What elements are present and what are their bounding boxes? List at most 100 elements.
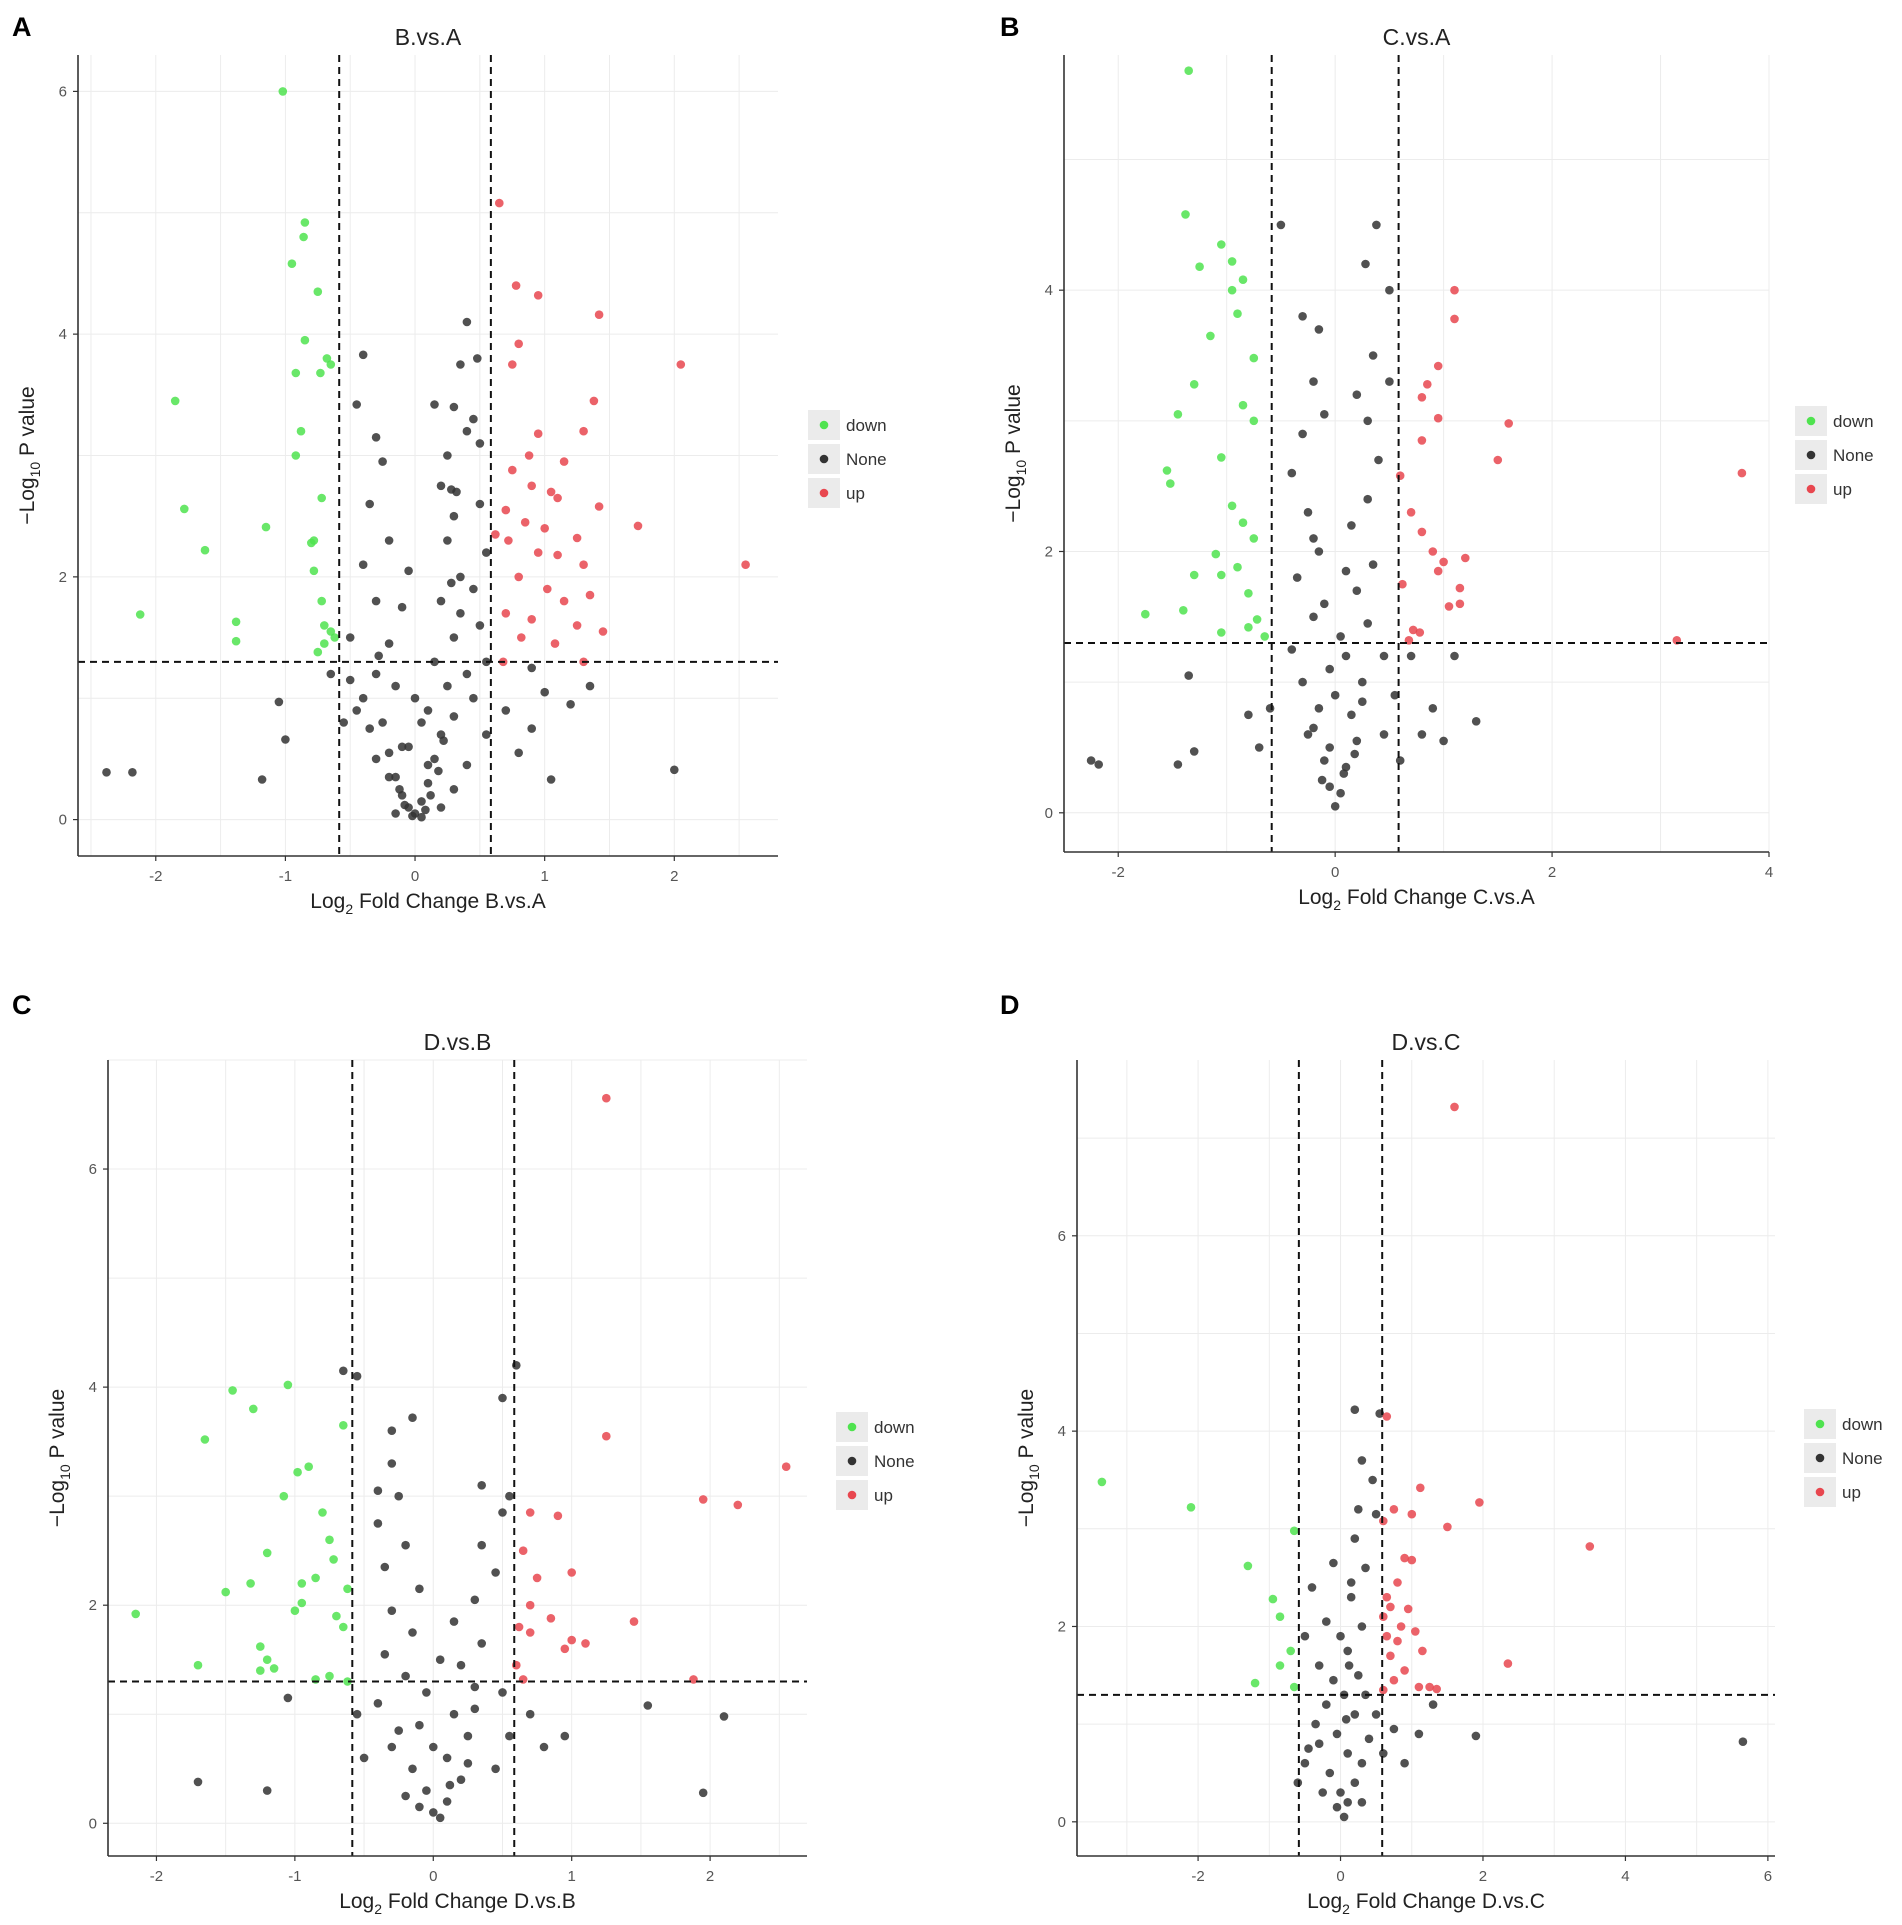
- point-none: [1329, 1675, 1338, 1685]
- point-up: [550, 639, 560, 648]
- point-none: [371, 669, 381, 679]
- point-down: [246, 1579, 255, 1588]
- point-none: [394, 1491, 404, 1501]
- point-up: [579, 426, 588, 436]
- point-up: [1379, 1516, 1388, 1526]
- point-down: [131, 1609, 140, 1619]
- point-none: [1300, 1758, 1310, 1768]
- point-up: [1439, 557, 1448, 567]
- point-none: [1189, 747, 1199, 756]
- point-none: [345, 633, 355, 642]
- point-down: [1189, 570, 1199, 580]
- point-down: [1195, 262, 1204, 272]
- point-none: [1320, 410, 1329, 419]
- point-down: [1286, 1646, 1295, 1656]
- point-none: [456, 1775, 466, 1784]
- point-none: [670, 765, 679, 775]
- point-none: [1385, 285, 1394, 295]
- y-axis-label: −Log10 P value: [1015, 1389, 1042, 1527]
- point-none: [1330, 690, 1340, 700]
- point-none: [426, 791, 435, 800]
- point-none: [477, 1639, 487, 1648]
- point-none: [387, 1426, 397, 1435]
- points: [1097, 1102, 1748, 1822]
- point-down: [329, 1555, 338, 1564]
- point-none: [1347, 521, 1356, 530]
- point-none: [1341, 651, 1351, 661]
- point-up: [1461, 553, 1470, 563]
- point-down: [307, 538, 316, 548]
- point-none: [1339, 769, 1349, 778]
- point-none: [397, 602, 407, 612]
- point-none: [1379, 730, 1389, 739]
- point-up: [1393, 1578, 1402, 1587]
- point-none: [1298, 677, 1307, 687]
- point-up: [514, 339, 523, 349]
- point-none: [102, 768, 111, 777]
- point-none: [1265, 704, 1275, 713]
- point-down: [1186, 1503, 1196, 1512]
- point-none: [415, 1584, 424, 1594]
- point-down: [135, 610, 145, 619]
- point-up: [1403, 1604, 1413, 1614]
- point-down: [300, 218, 310, 227]
- gridlines: [1064, 55, 1770, 852]
- point-none: [430, 657, 439, 667]
- point-none: [1363, 619, 1372, 628]
- point-none: [1350, 1710, 1360, 1719]
- point-none: [462, 760, 472, 770]
- y-tick-label: 4: [1045, 282, 1053, 299]
- point-up: [546, 487, 556, 497]
- point-none: [527, 724, 536, 733]
- point-none: [430, 400, 439, 409]
- y-tick-label: 4: [89, 1379, 97, 1396]
- point-none: [374, 651, 384, 661]
- point-none: [456, 360, 465, 369]
- point-none: [452, 487, 461, 497]
- point-down: [304, 1462, 314, 1471]
- point-none: [470, 1595, 480, 1605]
- point-none: [1357, 1456, 1367, 1465]
- point-down: [1268, 1594, 1278, 1604]
- point-none: [1287, 468, 1297, 478]
- point-up: [504, 536, 513, 545]
- points: [1086, 66, 1747, 811]
- legend-label: down: [846, 416, 887, 435]
- point-down: [1243, 1561, 1253, 1571]
- point-none: [1329, 1558, 1338, 1568]
- point-down: [1097, 1477, 1107, 1487]
- point-none: [339, 1366, 348, 1376]
- point-up: [1433, 361, 1443, 371]
- point-none: [501, 706, 511, 715]
- point-none: [1368, 1475, 1377, 1485]
- point-none: [371, 596, 381, 606]
- y-tick-label: 0: [89, 1815, 97, 1832]
- point-none: [380, 1562, 390, 1572]
- legend-key-up: [1815, 1487, 1825, 1497]
- point-none: [193, 1777, 203, 1787]
- point-up: [491, 530, 500, 539]
- point-none: [1357, 1622, 1367, 1631]
- point-none: [473, 354, 482, 363]
- point-up: [533, 429, 543, 439]
- point-none: [1450, 651, 1459, 661]
- point-up: [508, 360, 517, 369]
- point-none: [470, 1704, 480, 1714]
- point-down: [255, 1642, 265, 1651]
- point-down: [1249, 416, 1259, 426]
- point-none: [447, 578, 456, 588]
- legend-key-up: [819, 488, 829, 498]
- y-axis-label: −Log10 P value: [46, 1389, 73, 1527]
- point-down: [1217, 240, 1226, 249]
- point-down: [316, 368, 325, 378]
- point-none: [560, 1731, 570, 1741]
- point-none: [391, 809, 400, 818]
- point-none: [1400, 1758, 1409, 1768]
- y-tick-label: 2: [1058, 1618, 1066, 1635]
- point-none: [1343, 1749, 1352, 1758]
- point-none: [408, 1628, 417, 1637]
- point-none: [1320, 756, 1329, 765]
- point-up: [1503, 1659, 1513, 1668]
- point-up: [602, 1431, 611, 1441]
- point-none: [423, 760, 433, 770]
